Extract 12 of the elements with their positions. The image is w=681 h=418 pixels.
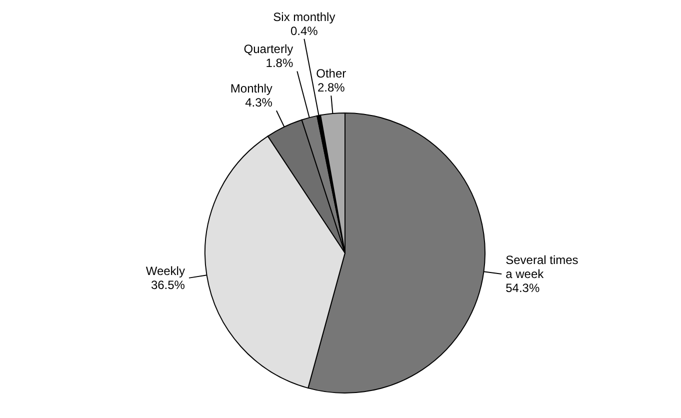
slice-label: Six monthly (273, 10, 336, 24)
data-label: 36.5% (150, 278, 186, 292)
slice-label: Other (316, 66, 346, 81)
slice-label: Monthly (230, 82, 272, 96)
data-label: 4.3% (245, 96, 273, 110)
slice-label: Several times a week (506, 253, 578, 282)
data-label: 2.8% (317, 80, 346, 95)
data-label: 1.8% (266, 56, 294, 70)
slice-label: Quarterly (244, 42, 294, 56)
slice-label: Weekly (146, 264, 185, 278)
data-label: 0.4% (290, 24, 318, 38)
data-label: 54.3% (506, 281, 540, 296)
